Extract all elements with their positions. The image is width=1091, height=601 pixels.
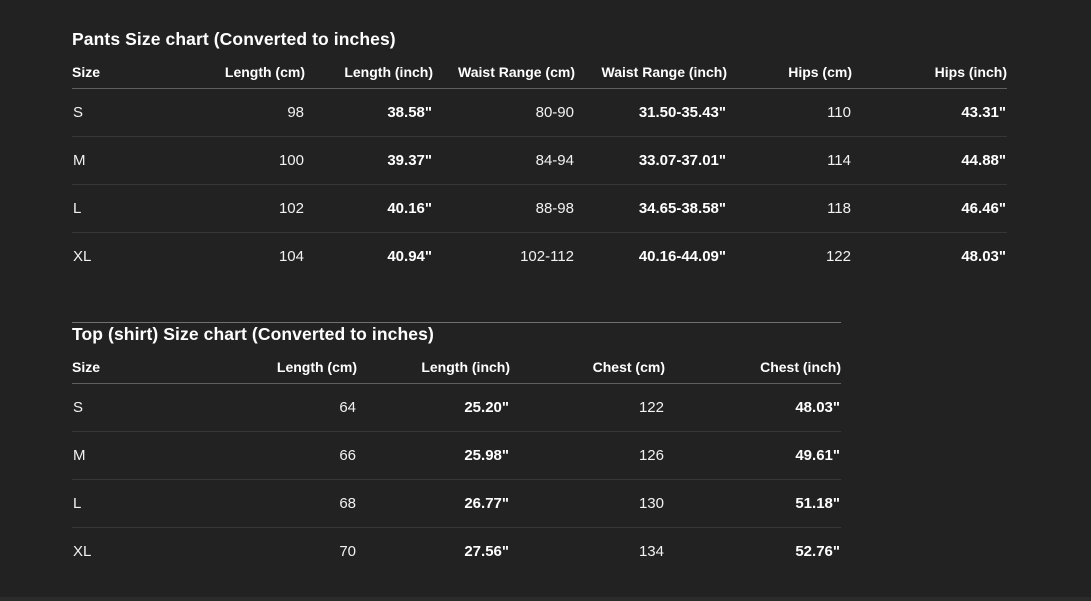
cell-length-cm: 68 [167,479,357,528]
cell-length-cm: 66 [167,431,357,480]
cell-size: L [72,184,167,233]
cell-hips-cm: 122 [825,248,851,265]
cell-chest-inch: 49.61" [665,431,841,480]
cell-length-inch: 25.98" [357,431,510,480]
cell-length-cm: 70 [339,543,356,560]
column-header-length-inch: Length (inch) [305,64,433,89]
cell-length-inch: 25.20" [357,383,510,432]
cell-chest-inch: 52.76" [795,543,840,560]
table-row-l: L 102 40.16" 88-98 34.65-38.58" 118 46.4… [72,184,1007,233]
table-row-m: M 66 25.98" 126 49.61" [72,431,841,480]
cell-hips-cm: 118 [727,184,852,233]
bottom-bar [0,597,1091,601]
top-header-row: Size Length (cm) Length (inch) Chest (cm… [72,359,841,384]
column-header-waist-inch: Waist Range (inch) [575,64,727,89]
pants-chart-title: Pants Size chart (Converted to inches) [72,29,396,49]
cell-size: M [72,431,167,480]
cell-chest-inch: 51.18" [665,479,841,528]
cell-hips-cm: 114 [727,136,852,185]
cell-chest-cm: 134 [638,543,664,560]
cell-chest-cm: 122 [510,383,665,432]
cell-length-cm: 100 [167,136,305,185]
cell-hips-cm: 110 [727,88,852,137]
cell-waist-cm: 102-112 [520,248,574,265]
size-charts-page: Pants Size chart (Converted to inches) S… [72,28,1091,575]
cell-waist-inch: 31.50-35.43" [575,88,727,137]
cell-waist-inch: 34.65-38.58" [575,184,727,233]
cell-size: XL [73,248,92,265]
cell-length-inch: 27.56" [464,543,509,560]
column-header-hips-inch: Hips (inch) [852,64,1007,89]
cell-size: XL [73,543,92,560]
cell-size: S [72,88,167,137]
cell-hips-inch: 46.46" [852,184,1007,233]
pants-header-row: Size Length (cm) Length (inch) Waist Ran… [72,64,1007,89]
cell-hips-inch: 44.88" [852,136,1007,185]
section-divider [72,322,841,323]
cell-length-cm: 98 [167,88,305,137]
cell-waist-cm: 80-90 [433,88,575,137]
cell-waist-cm: 88-98 [433,184,575,233]
table-row-s: S 64 25.20" 122 48.03" [72,383,841,432]
cell-chest-cm: 130 [510,479,665,528]
table-row-s: S 98 38.58" 80-90 31.50-35.43" 110 43.31… [72,88,1007,137]
cell-hips-inch: 43.31" [852,88,1007,137]
column-header-length-cm: Length (cm) [167,359,357,384]
column-header-length-cm: Length (cm) [167,64,305,89]
cell-length-inch: 26.77" [357,479,510,528]
cell-length-cm: 104 [278,248,304,265]
column-header-size: Size [72,64,167,89]
table-row-m: M 100 39.37" 84-94 33.07-37.01" 114 44.8… [72,136,1007,185]
table-row-xl: XL 70 27.56" 134 52.76" [72,528,841,576]
cell-size: S [72,383,167,432]
column-header-size: Size [72,359,167,384]
cell-chest-cm: 126 [510,431,665,480]
table-row-l: L 68 26.77" 130 51.18" [72,479,841,528]
column-header-chest-cm: Chest (cm) [510,359,665,384]
top-chart-title: Top (shirt) Size chart (Converted to inc… [72,324,434,344]
cell-length-inch: 40.16" [305,184,433,233]
cell-size: M [72,136,167,185]
cell-hips-inch: 48.03" [961,248,1006,265]
top-size-table: Size Length (cm) Length (inch) Chest (cm… [72,359,841,575]
cell-waist-cm: 84-94 [433,136,575,185]
column-header-length-inch: Length (inch) [357,359,510,384]
cell-length-cm: 102 [167,184,305,233]
cell-waist-inch: 40.16-44.09" [638,248,726,265]
column-header-hips-cm: Hips (cm) [727,64,852,89]
column-header-chest-inch: Chest (inch) [665,359,841,384]
cell-length-cm: 64 [167,383,357,432]
pants-size-table: Size Length (cm) Length (inch) Waist Ran… [72,64,1007,280]
top-size-section: Top (shirt) Size chart (Converted to inc… [72,323,1091,575]
cell-length-inch: 40.94" [387,248,432,265]
cell-length-inch: 38.58" [305,88,433,137]
cell-length-inch: 39.37" [305,136,433,185]
table-row-xl: XL 104 40.94" 102-112 40.16-44.09" 122 4… [72,233,1007,281]
cell-size: L [72,479,167,528]
cell-chest-inch: 48.03" [665,383,841,432]
pants-size-section: Pants Size chart (Converted to inches) S… [72,28,1091,280]
cell-waist-inch: 33.07-37.01" [575,136,727,185]
column-header-waist-cm: Waist Range (cm) [433,64,575,89]
